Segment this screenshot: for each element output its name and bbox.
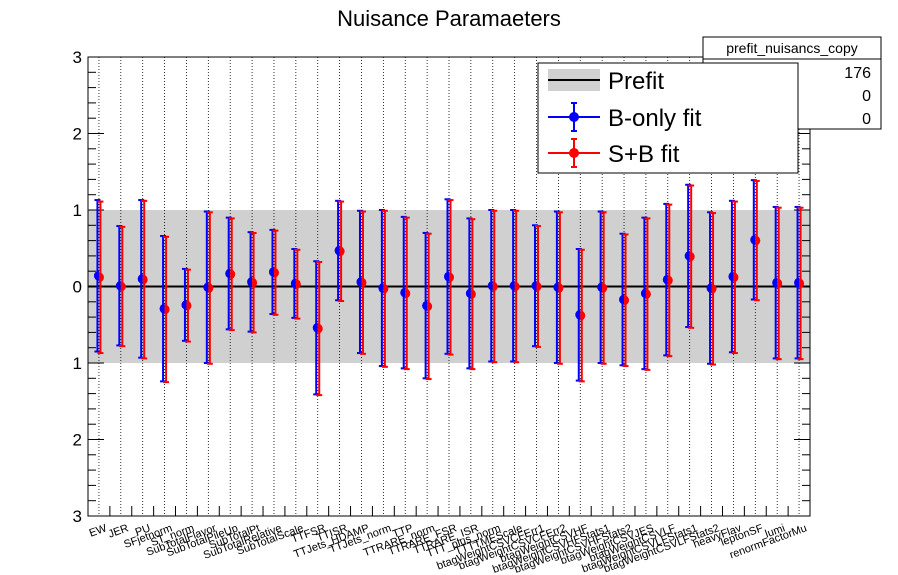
sb-point [470, 289, 476, 300]
sb-point [799, 278, 805, 289]
b-only-point [93, 270, 99, 281]
x-tick-label: EW [88, 522, 109, 540]
y-tick-label: 1 [73, 201, 82, 220]
b-only-point [619, 294, 625, 305]
b-only-point [553, 282, 559, 293]
stats-value: 0 [862, 88, 871, 105]
sb-point [689, 251, 695, 262]
sb-point [602, 283, 608, 294]
sb-point [164, 304, 170, 315]
sb-point [339, 246, 345, 257]
sb-point [492, 281, 498, 292]
y-tick-label: 2 [73, 125, 82, 144]
sb-point [273, 267, 279, 278]
b-only-point [400, 287, 406, 298]
b-only-point [378, 283, 384, 294]
b-only-point [794, 277, 800, 288]
b-only-point [203, 282, 209, 293]
legend-marker-point [569, 148, 579, 158]
sb-point [427, 301, 433, 312]
b-only-point [268, 266, 274, 277]
sb-point [405, 288, 411, 299]
sb-point [252, 277, 258, 288]
y-tick-label: 3 [73, 507, 82, 526]
chart-title: Nuisance Paramaeters [337, 6, 561, 31]
y-tick-label: 1 [73, 354, 82, 373]
b-only-point [662, 274, 668, 285]
legend-marker-point [569, 112, 579, 122]
sb-point [711, 283, 717, 294]
b-only-point [531, 280, 537, 291]
sb-point [142, 274, 148, 285]
sb-point [98, 272, 104, 283]
sb-point [230, 269, 236, 280]
sb-point [733, 272, 739, 283]
b-only-point [356, 276, 362, 287]
sb-point [558, 283, 564, 294]
b-only-point [750, 234, 756, 245]
sb-point [295, 279, 301, 290]
b-only-point [444, 271, 449, 282]
x-tick-label: PU [134, 522, 153, 539]
sb-point [449, 272, 454, 283]
sb-point [580, 310, 586, 321]
b-only-point [772, 277, 778, 288]
sb-point [383, 283, 389, 294]
b-only-point [422, 300, 428, 311]
sb-point [536, 281, 542, 292]
b-only-point [137, 273, 143, 284]
b-only-point [334, 245, 340, 256]
legend-label: Prefit [608, 68, 664, 95]
b-only-point [247, 276, 253, 287]
sb-point [317, 323, 323, 334]
y-tick-label: 0 [73, 278, 82, 297]
b-only-point [225, 268, 231, 279]
b-only-point [640, 288, 646, 299]
sb-point [514, 281, 520, 292]
b-only-point [465, 288, 471, 299]
sb-point [667, 275, 673, 286]
sb-point [624, 295, 630, 306]
b-only-point [597, 282, 603, 293]
y-tick-label: 3 [73, 48, 82, 67]
b-only-point [575, 309, 581, 320]
legend-label: S+B fit [608, 141, 680, 168]
plot-frame [87, 56, 811, 517]
b-only-point [728, 271, 734, 282]
sb-point [186, 300, 192, 311]
sb-point [645, 289, 651, 300]
b-only-point [509, 280, 515, 291]
b-only-point [684, 250, 690, 261]
b-only-point [290, 278, 296, 289]
y-tick-label: 2 [73, 431, 82, 450]
b-only-point [487, 280, 493, 291]
b-only-point [181, 299, 187, 310]
stats-title: prefit_nuisancs_copy [726, 40, 858, 56]
stats-value: 0 [862, 111, 871, 128]
b-only-point [159, 303, 165, 314]
sb-point [755, 235, 761, 246]
legend-label: B-only fit [608, 105, 702, 132]
sb-point [361, 277, 367, 288]
sb-point [120, 281, 126, 292]
b-only-point [115, 280, 121, 291]
sb-point [208, 283, 214, 294]
stats-value: 176 [844, 65, 871, 82]
b-only-point [706, 283, 712, 294]
sb-point [777, 278, 783, 289]
b-only-point [312, 322, 318, 333]
